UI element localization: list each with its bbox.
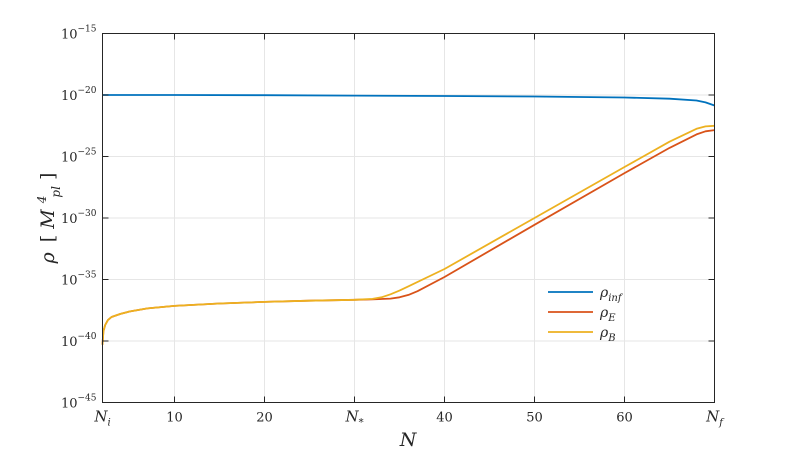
y-axis-title: ρ [ M 4 pl ] (29, 173, 65, 265)
legend-label-E: ρE (599, 305, 616, 324)
legend-label-B: ρB (599, 325, 616, 344)
y-tick-label: 10−45 (61, 394, 97, 412)
svg-text:ρ [ M 4: ρ [ M 4 pl ] (29, 173, 65, 265)
x-tick-label: N* (344, 408, 363, 429)
y-tick-label: 10−30 (61, 209, 97, 227)
x-tick-label: Ni (93, 408, 110, 429)
y-axis-title-rho: ρ (37, 251, 59, 264)
x-tick-label: 40 (436, 411, 453, 426)
ticks (102, 33, 715, 403)
legend-label-inf: ρinf (599, 285, 624, 304)
y-tick-label: 10−35 (61, 271, 97, 289)
y-axis-title-sup: 4 (35, 196, 49, 205)
x-tick-label: 20 (256, 411, 273, 426)
series-layer (101, 94, 715, 345)
y-tick-label: 10−20 (61, 86, 97, 104)
y-tick-label: 10−15 (61, 25, 97, 43)
x-tick-label: 60 (616, 411, 633, 426)
x-tick-label: 50 (526, 411, 543, 426)
y-tick-label: 10−25 (61, 148, 97, 166)
x-tick-labels: Ni 10 20 N* 40 50 60 Nf (93, 408, 725, 429)
y-axis-title-sub: pl (49, 186, 63, 198)
x-axis-title: N (399, 429, 418, 451)
y-tick-labels: 10−45 10−40 10−35 10−30 10−25 10−20 10−15 (61, 25, 97, 412)
series-line-inf (102, 94, 715, 107)
y-axis-title-m: M (37, 209, 59, 230)
series-line-B (101, 124, 715, 345)
y-tick-label: 10−40 (61, 332, 97, 350)
y-axis-title-close: ] (37, 173, 59, 180)
x-tick-label: Nf (705, 408, 725, 429)
y-axis-title-open: [ (37, 235, 59, 242)
x-tick-label: 10 (166, 411, 183, 426)
